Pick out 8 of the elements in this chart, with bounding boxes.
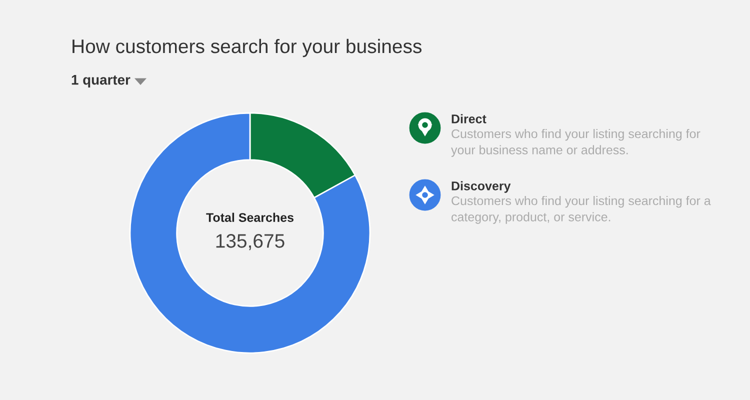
- chart-title: How customers search for your business: [72, 38, 422, 58]
- text: 135,675: [216, 234, 284, 250]
- text: Customers who find your listing searching for your business name or address.: [451, 129, 700, 157]
- legend-label: Direct: [452, 114, 486, 124]
- chart-subtitle: 1 quarter: [72, 75, 130, 88]
- text: Total Searches: [206, 212, 294, 222]
- legend-label: Discovery: [452, 181, 511, 193]
- text: Customers who find your listing searching for a category, product, or service.: [452, 196, 711, 224]
